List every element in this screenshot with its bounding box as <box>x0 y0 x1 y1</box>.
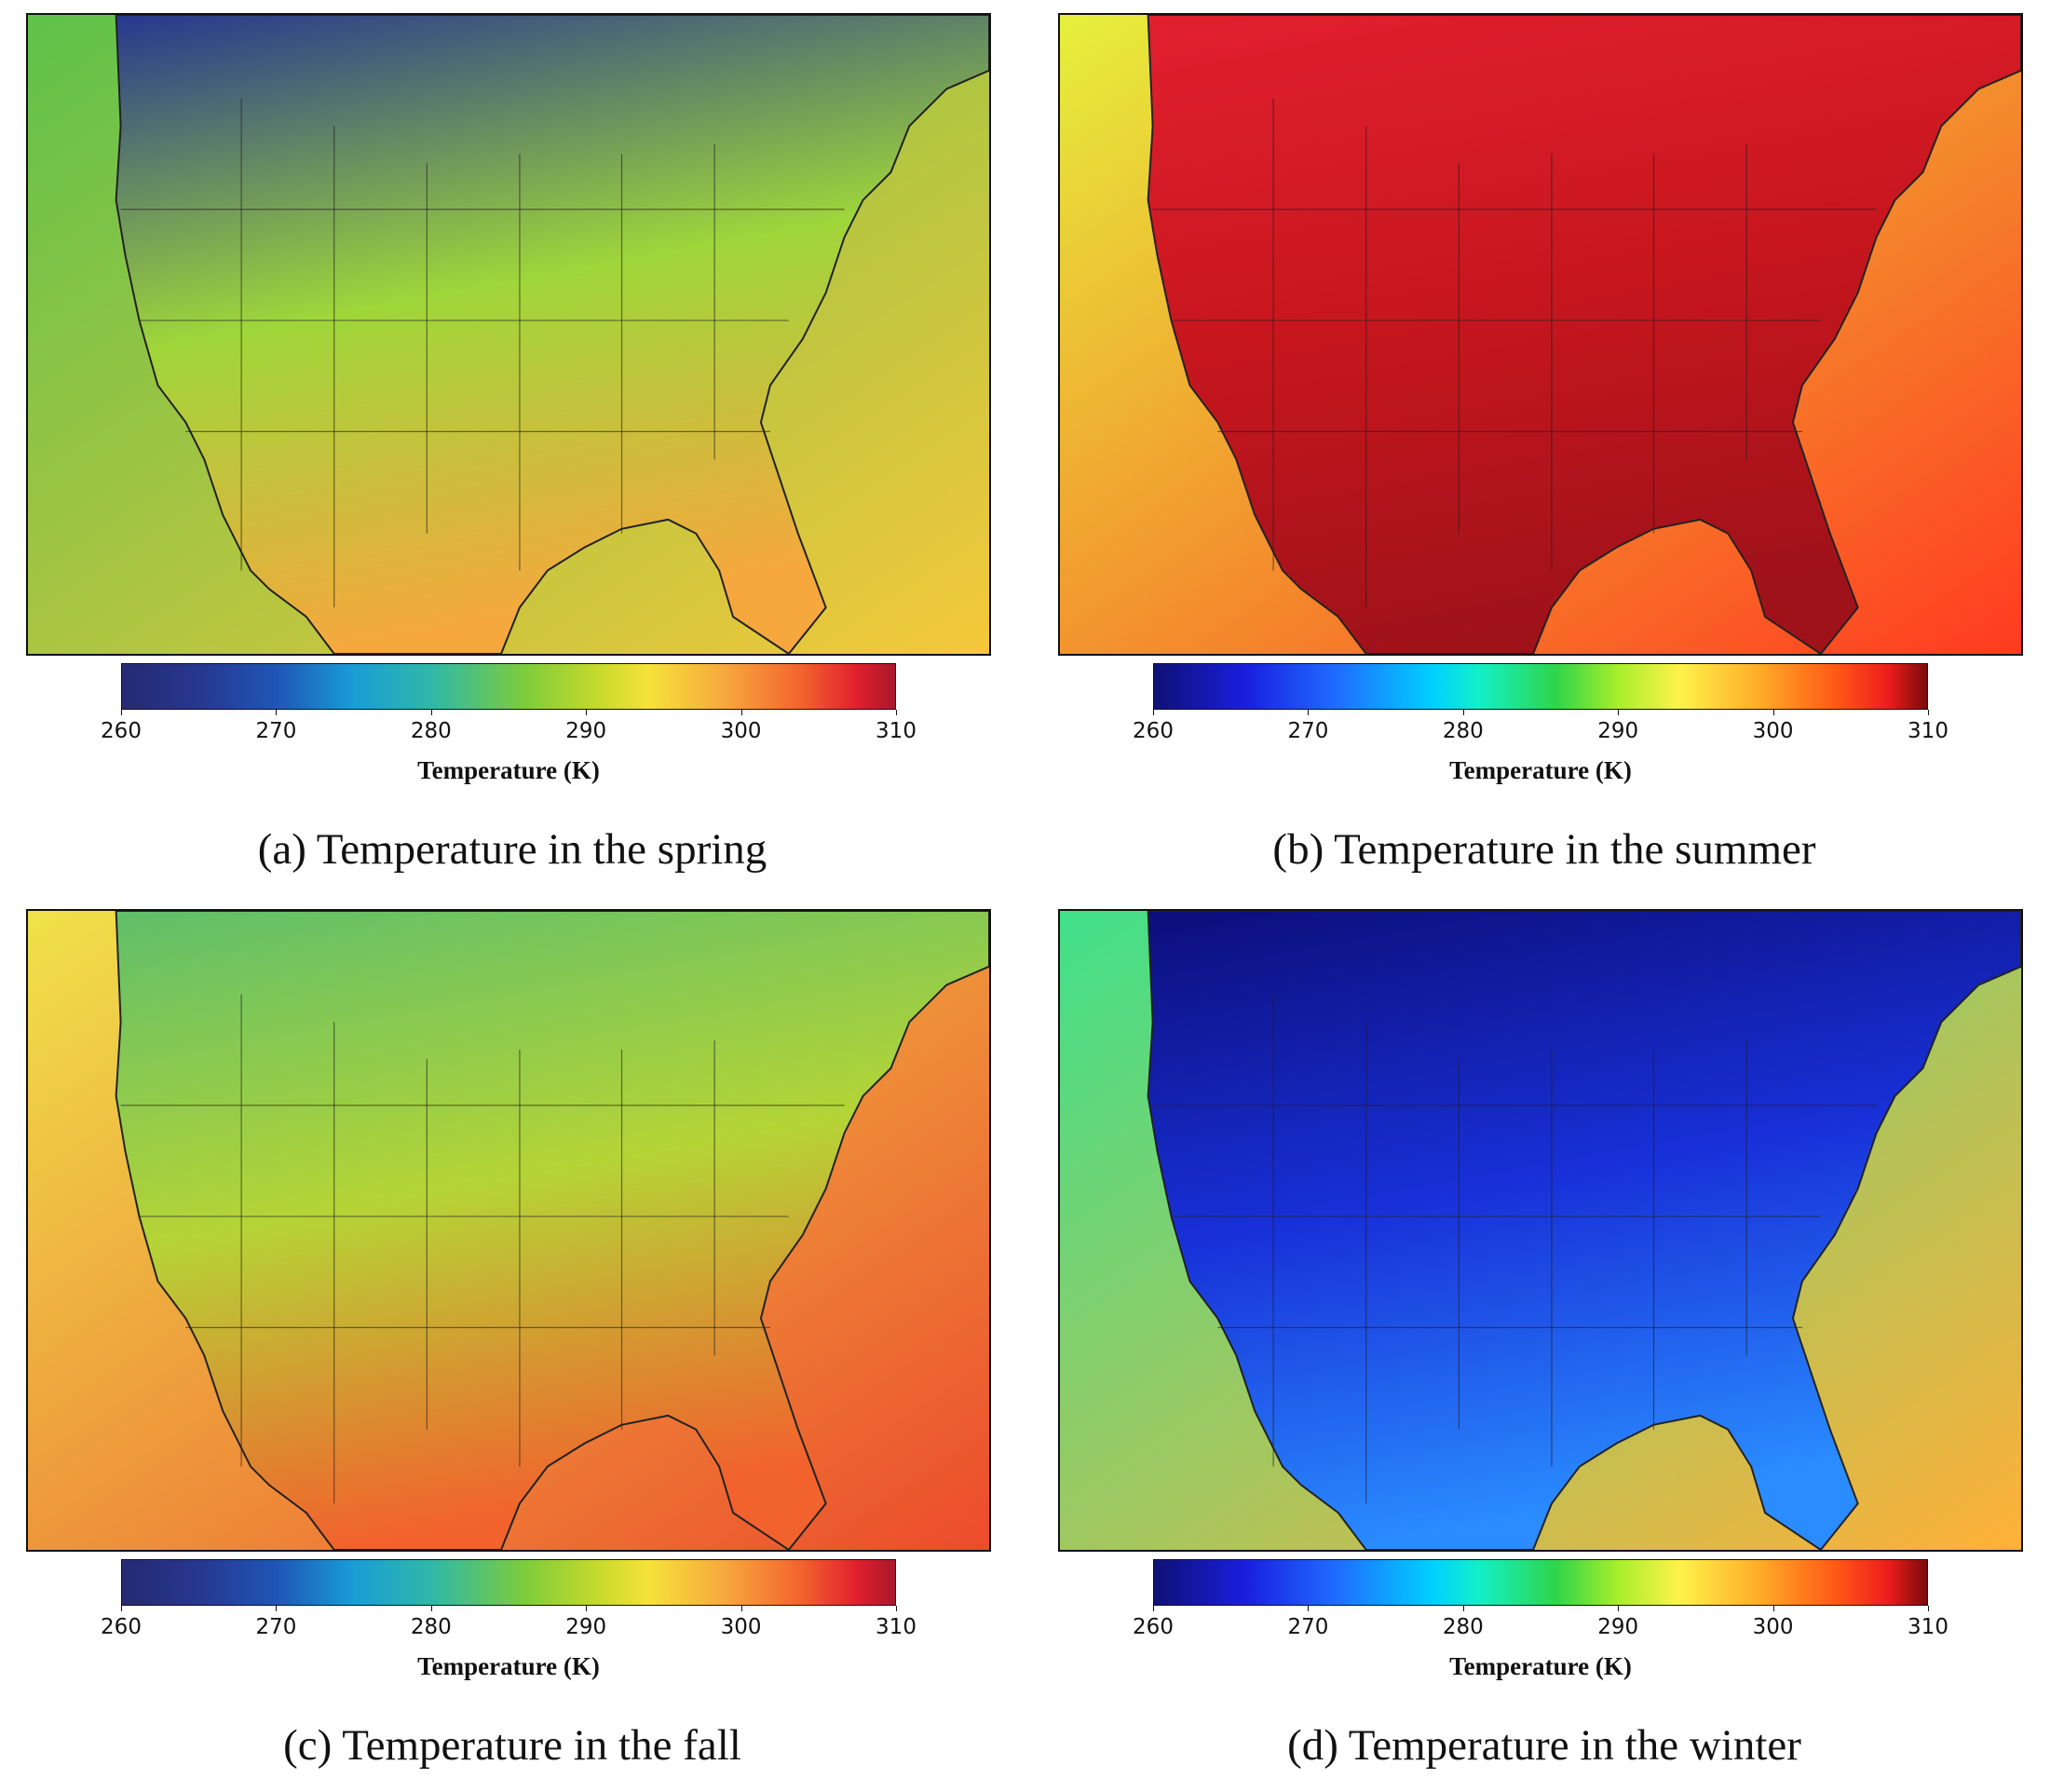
colorbar-tick-label: 300 <box>720 719 762 743</box>
colorbar-tick <box>1772 710 1774 715</box>
colorbar-tick <box>1308 710 1310 715</box>
colorbar-tick <box>430 710 432 715</box>
colorbar-tick-label: 280 <box>410 719 452 743</box>
colorbar-tick <box>1928 1606 1929 1611</box>
colorbar-fall <box>121 1559 896 1606</box>
colorbar-spring <box>121 663 896 710</box>
colorbar-tick-label: 270 <box>1287 719 1329 743</box>
colorbar-tick-label: 260 <box>1133 719 1174 743</box>
colorbar-tick <box>1308 1606 1310 1611</box>
colorbar-tick-label: 280 <box>1442 1615 1484 1639</box>
map-svg-winter <box>1060 911 2021 1550</box>
colorbar-title: Temperature (K) <box>417 1652 600 1680</box>
colorbar-tick-label: 290 <box>565 1615 607 1639</box>
colorbar-summer <box>1153 663 1928 710</box>
colorbar-tick <box>896 1606 897 1611</box>
colorbar-tick <box>121 1606 122 1611</box>
colorbar-title: Temperature (K) <box>417 756 600 784</box>
panel-c: 260 270 280 290 300 310 Temperature (K) (c) T… <box>0 896 1025 1790</box>
colorbar-tick-label: 300 <box>1752 719 1794 743</box>
colorbar-tick-label: 290 <box>1597 1615 1639 1639</box>
colorbar-tick-label: 270 <box>255 719 297 743</box>
colorbar-tick <box>740 1606 742 1611</box>
temperature-map-summer <box>1058 13 2023 656</box>
colorbar-ticks-spring: 260 270 280 290 300 310 <box>101 710 917 747</box>
map-svg-spring <box>28 15 989 654</box>
colorbar-tick <box>276 1606 278 1611</box>
colorbar-tick-label: 280 <box>410 1615 452 1639</box>
caption-fall: (c) Temperature in the fall <box>283 1721 741 1770</box>
colorbar-tick <box>1153 1606 1154 1611</box>
colorbar-tick <box>1928 710 1929 715</box>
colorbar-winter <box>1153 1559 1928 1606</box>
colorbar-tick-label: 290 <box>1597 719 1639 743</box>
colorbar-tick <box>586 1606 588 1611</box>
caption-winter: (d) Temperature in the winter <box>1287 1721 1801 1770</box>
colorbar-tick <box>430 1606 432 1611</box>
colorbar-tick <box>896 710 897 715</box>
caption-spring: (a) Temperature in the spring <box>257 825 767 874</box>
colorbar-ticks-fall: 260 270 280 290 300 310 <box>101 1606 917 1643</box>
temperature-map-winter <box>1058 909 2023 1552</box>
colorbar-tick-label: 300 <box>1752 1615 1794 1639</box>
colorbar-tick <box>1772 1606 1774 1611</box>
colorbar-tick-label: 270 <box>255 1615 297 1639</box>
colorbar-tick <box>1462 1606 1464 1611</box>
colorbar-tick <box>1462 710 1464 715</box>
map-svg-fall <box>28 911 989 1550</box>
panel-d: 260 270 280 290 300 310 Temperature (K) (d) T… <box>1032 896 2057 1790</box>
colorbar-tick-label: 300 <box>720 1615 762 1639</box>
colorbar-tick <box>1153 710 1154 715</box>
colorbar-tick <box>1618 1606 1620 1611</box>
temperature-map-spring <box>26 13 991 656</box>
colorbar-tick-label: 260 <box>1133 1615 1174 1639</box>
colorbar-tick-label: 260 <box>101 1615 142 1639</box>
temperature-map-fall <box>26 909 991 1552</box>
colorbar-tick-label: 270 <box>1287 1615 1329 1639</box>
colorbar-tick-label: 310 <box>1908 719 1949 743</box>
map-svg-summer <box>1060 15 2021 654</box>
colorbar-tick-label: 260 <box>101 719 142 743</box>
colorbar-ticks-summer: 260 270 280 290 300 310 <box>1133 710 1949 747</box>
colorbar-ticks-winter: 260 270 280 290 300 310 <box>1133 1606 1949 1643</box>
colorbar-tick <box>276 710 278 715</box>
colorbar-tick-label: 310 <box>876 719 917 743</box>
colorbar-tick-label: 290 <box>565 719 607 743</box>
caption-summer: (b) Temperature in the summer <box>1272 825 1816 874</box>
colorbar-tick-label: 310 <box>876 1615 917 1639</box>
panel-b: 260 270 280 290 300 310 Temperature (K) (b) T… <box>1032 0 2057 894</box>
colorbar-title: Temperature (K) <box>1449 1652 1632 1680</box>
colorbar-tick-label: 280 <box>1442 719 1484 743</box>
colorbar-tick <box>1618 710 1620 715</box>
colorbar-tick-label: 310 <box>1908 1615 1949 1639</box>
colorbar-tick <box>740 710 742 715</box>
colorbar-tick <box>586 710 588 715</box>
colorbar-title: Temperature (K) <box>1449 756 1632 784</box>
colorbar-tick <box>121 710 122 715</box>
panel-a: 260 270 280 290 300 310 Temperature (K) (a) T… <box>0 0 1025 894</box>
